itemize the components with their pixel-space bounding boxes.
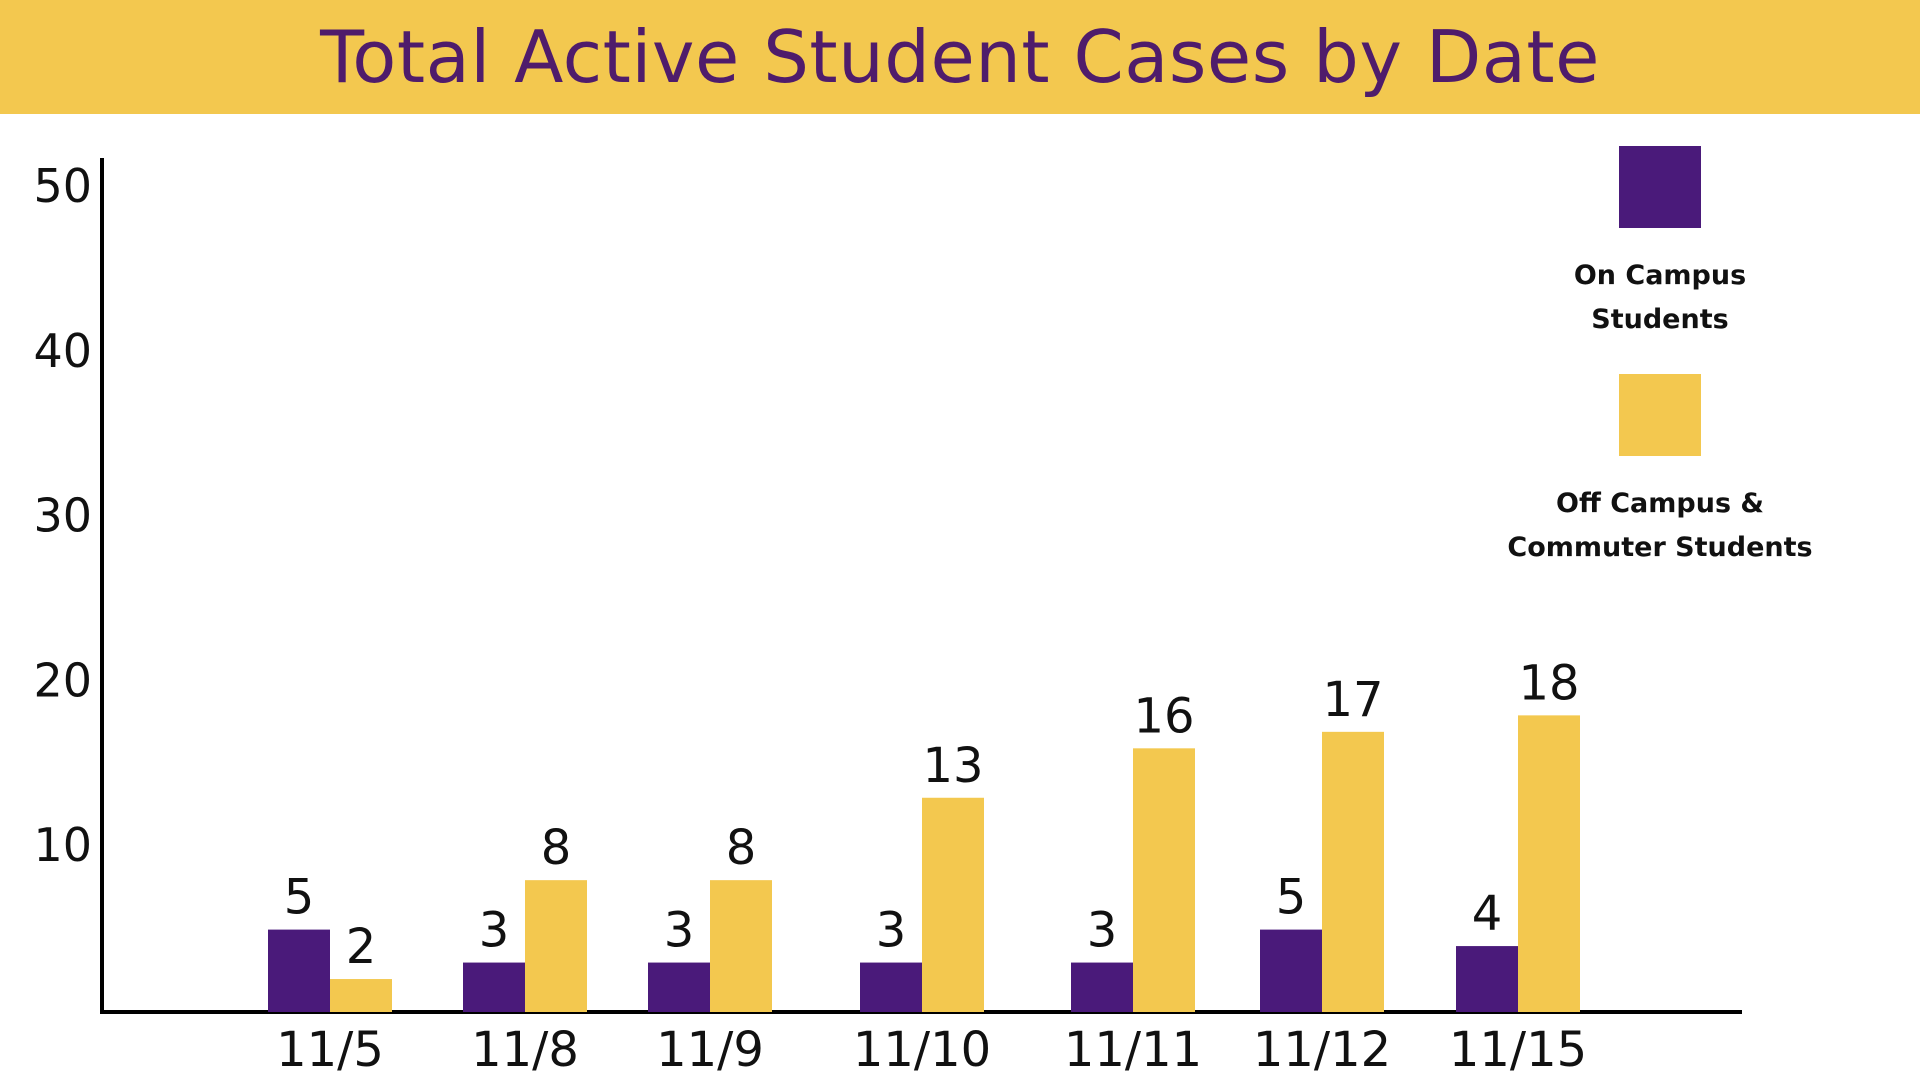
data-label-on-campus-11-15: 4 [1472, 886, 1503, 942]
x-tick-label-11-15: 11/15 [1449, 1022, 1587, 1078]
legend-item-on-campus: On Campus Students [1500, 146, 1820, 342]
x-tick-label-11-12: 11/12 [1253, 1022, 1391, 1078]
data-label-on-campus-11-8: 3 [479, 903, 510, 959]
x-tick-label-11-5: 11/5 [276, 1022, 384, 1078]
y-tick-label-20: 20 [33, 653, 92, 707]
x-tick-label-11-8: 11/8 [471, 1022, 579, 1078]
x-tick-label-11-9: 11/9 [656, 1022, 764, 1078]
bar-on-campus-11-11 [1071, 962, 1133, 1012]
x-tick-label-11-10: 11/10 [853, 1022, 991, 1078]
bar-on-campus-11-5 [268, 929, 330, 1012]
data-label-off-campus-11-9: 8 [726, 820, 757, 876]
y-tick-label-40: 40 [33, 324, 92, 378]
bar-off-campus-11-12 [1322, 731, 1384, 1012]
data-label-on-campus-11-12: 5 [1276, 870, 1307, 926]
legend-swatch-on-campus [1619, 146, 1701, 228]
bar-on-campus-11-10 [860, 962, 922, 1012]
chart-title: Total Active Student Cases by Date [320, 15, 1600, 99]
bar-off-campus-11-8 [525, 880, 587, 1012]
y-tick-label-30: 30 [33, 489, 92, 543]
bar-on-campus-11-12 [1260, 929, 1322, 1012]
title-banner: Total Active Student Cases by Date [0, 0, 1920, 114]
bar-off-campus-11-9 [710, 880, 772, 1012]
x-tick-label-11-11: 11/11 [1064, 1022, 1202, 1078]
bar-on-campus-11-15 [1456, 946, 1518, 1012]
data-label-off-campus-11-15: 18 [1518, 655, 1579, 711]
bar-off-campus-11-11 [1133, 748, 1195, 1012]
bar-off-campus-11-15 [1518, 715, 1580, 1012]
data-label-on-campus-11-10: 3 [876, 903, 907, 959]
bar-on-campus-11-9 [648, 962, 710, 1012]
legend-label-off-campus: Off Campus & Commuter Students [1507, 488, 1813, 563]
legend-item-off-campus: Off Campus & Commuter Students [1500, 374, 1820, 570]
y-tick-label-50: 50 [33, 159, 92, 213]
data-label-off-campus-11-8: 8 [541, 820, 572, 876]
data-label-off-campus-11-10: 13 [922, 738, 983, 794]
data-label-on-campus-11-11: 3 [1087, 903, 1118, 959]
data-label-off-campus-11-5: 2 [346, 919, 377, 975]
y-tick-label-10: 10 [33, 818, 92, 872]
data-label-off-campus-11-11: 16 [1133, 688, 1194, 744]
data-label-on-campus-11-9: 3 [664, 903, 695, 959]
bar-on-campus-11-8 [463, 962, 525, 1012]
data-label-on-campus-11-5: 5 [284, 870, 315, 926]
data-label-off-campus-11-12: 17 [1322, 672, 1383, 728]
legend: On Campus Students Off Campus & Commuter… [1500, 146, 1820, 570]
bar-off-campus-11-5 [330, 979, 392, 1012]
legend-label-on-campus: On Campus Students [1573, 260, 1747, 335]
legend-swatch-off-campus [1619, 374, 1701, 456]
bar-off-campus-11-10 [922, 797, 984, 1012]
